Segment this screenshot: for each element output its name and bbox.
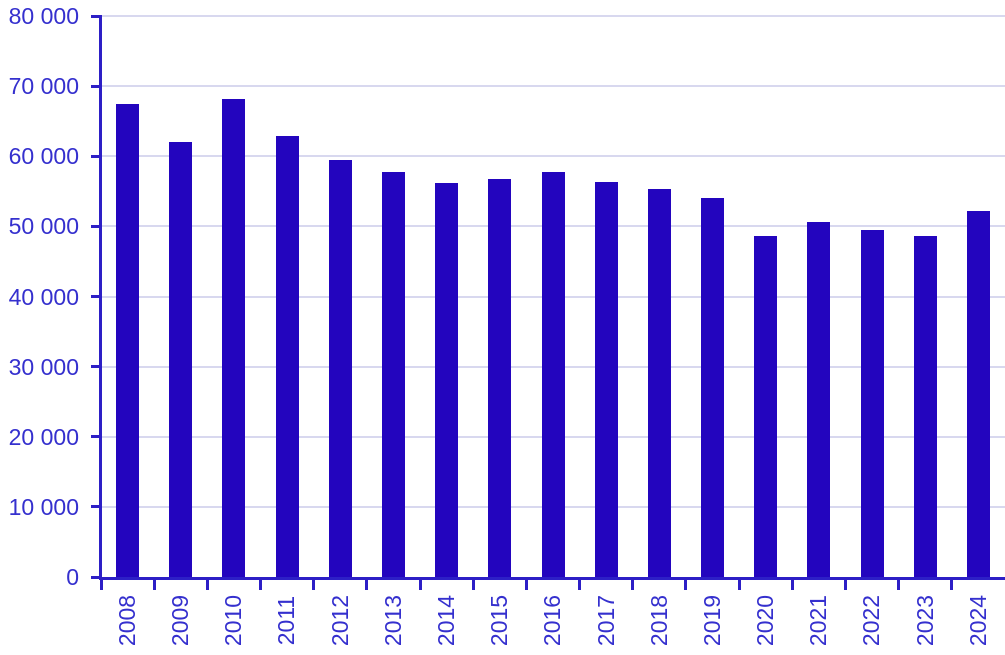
x-axis-tick-label: 2016 — [539, 594, 566, 646]
x-axis-tick-label: 2018 — [645, 594, 672, 646]
y-axis-tick — [91, 14, 101, 18]
x-axis-tick — [259, 577, 263, 590]
x-axis-tick-label: 2019 — [699, 594, 726, 646]
x-axis-tick — [99, 577, 103, 590]
y-axis-tick — [91, 505, 101, 509]
y-axis-tick — [91, 84, 101, 88]
y-axis-line — [99, 15, 102, 577]
gridline — [101, 155, 1005, 158]
gridline — [101, 85, 1005, 88]
bar-2012 — [328, 160, 352, 577]
x-axis-line — [99, 577, 1005, 580]
x-axis-tick — [684, 577, 688, 590]
x-axis-tick — [205, 577, 209, 590]
bar-2023 — [913, 236, 937, 577]
x-axis-tick-label: 2014 — [433, 594, 460, 646]
x-axis-tick — [843, 577, 847, 590]
y-axis-tick-label: 0 — [66, 564, 79, 590]
bar-2018 — [647, 188, 671, 577]
x-axis-tick — [524, 577, 528, 590]
x-axis-tick — [950, 577, 954, 590]
bar-2011 — [275, 135, 299, 577]
x-axis-tick-label: 2012 — [326, 594, 353, 646]
y-axis-tick-label: 80 000 — [8, 3, 79, 29]
x-axis-tick-label: 2021 — [805, 594, 832, 646]
x-axis-tick-label: 2015 — [486, 594, 513, 646]
x-axis-tick-label: 2023 — [911, 594, 938, 646]
bar-2022 — [860, 229, 884, 577]
y-axis-tick-label: 40 000 — [8, 283, 79, 310]
y-axis-tick-label: 60 000 — [8, 143, 79, 170]
y-axis-tick-label: 70 000 — [8, 73, 79, 100]
y-axis-tick — [91, 154, 101, 158]
x-axis-tick-label: 2013 — [379, 594, 406, 646]
y-axis-tick — [91, 224, 101, 228]
y-axis-tick — [91, 575, 101, 579]
x-axis-tick — [365, 577, 369, 590]
x-axis-tick — [897, 577, 901, 590]
bar-2010 — [222, 98, 246, 577]
x-axis-tick — [471, 577, 475, 590]
gridline — [101, 15, 1005, 17]
y-axis-tick — [91, 435, 101, 439]
x-axis-tick-label: 2020 — [752, 594, 779, 646]
x-axis-tick-label: 2011 — [273, 595, 300, 645]
bar-2017 — [594, 182, 618, 577]
x-axis-tick-label: 2017 — [592, 594, 619, 646]
x-axis-tick — [631, 577, 635, 590]
bar-2016 — [541, 172, 565, 577]
bar-2015 — [488, 179, 512, 577]
bar-2009 — [169, 141, 193, 577]
x-axis-tick-label: 2022 — [858, 594, 885, 646]
x-axis-tick — [578, 577, 582, 590]
bar-2008 — [116, 103, 140, 577]
x-axis-tick — [312, 577, 316, 590]
x-axis-tick — [418, 577, 422, 590]
bar-2013 — [381, 171, 405, 577]
y-axis-tick-label: 20 000 — [8, 423, 79, 450]
y-axis-tick-label: 30 000 — [8, 353, 79, 380]
x-axis-tick-label: 2009 — [167, 594, 194, 646]
y-axis-tick-label: 50 000 — [8, 213, 79, 240]
x-axis-tick-label: 2010 — [220, 594, 247, 646]
x-axis-tick-label: 2024 — [964, 594, 991, 646]
bar-2024 — [966, 210, 990, 577]
x-axis-tick-label: 2008 — [114, 594, 141, 646]
bar-2014 — [435, 182, 459, 577]
x-axis-tick — [790, 577, 794, 590]
y-axis-tick-label: 10 000 — [8, 493, 79, 520]
y-axis-tick — [91, 295, 101, 298]
bar-2019 — [701, 197, 725, 577]
x-axis-tick — [737, 577, 741, 590]
y-axis-tick — [91, 365, 101, 369]
bar-2020 — [754, 236, 778, 577]
x-axis-tick — [152, 577, 156, 590]
bar-2021 — [807, 222, 831, 577]
